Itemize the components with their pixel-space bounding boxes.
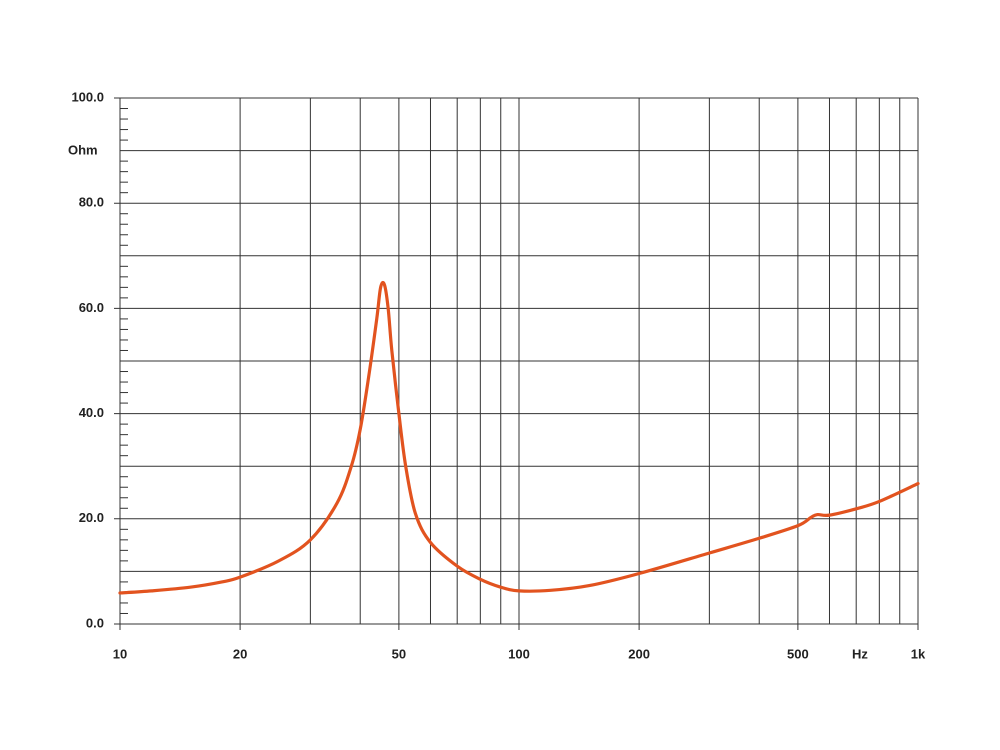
y-tick-label: 40.0 (79, 405, 104, 420)
x-tick-label: 500 (787, 646, 809, 661)
x-tick-label: 1k (911, 646, 926, 661)
x-tick-label: 20 (233, 646, 247, 661)
x-tick-label: 200 (628, 646, 650, 661)
y-tick-label: 20.0 (79, 510, 104, 525)
y-tick-label: 80.0 (79, 195, 104, 210)
x-tick-label: 50 (392, 646, 406, 661)
x-tick-label: 100 (508, 646, 530, 661)
y-tick-label: 0.0 (86, 615, 104, 630)
y-tick-label: 60.0 (79, 300, 104, 315)
impedance-curve (118, 280, 920, 595)
y-tick-label: 100.0 (71, 89, 104, 104)
y-unit: Ohm (68, 142, 98, 157)
x-tick-label: 10 (113, 646, 127, 661)
x-unit: Hz (852, 646, 868, 661)
